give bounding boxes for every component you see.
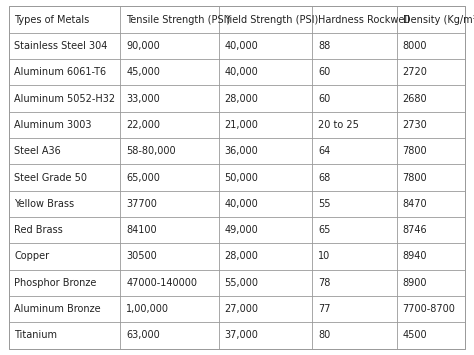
Text: 10: 10 [318, 251, 330, 262]
Text: 7800: 7800 [402, 173, 427, 182]
Text: 80: 80 [318, 331, 330, 340]
Text: 27,000: 27,000 [224, 304, 258, 314]
Text: 28,000: 28,000 [224, 93, 258, 104]
Text: 68: 68 [318, 173, 330, 182]
Text: Types of Metals: Types of Metals [14, 15, 90, 24]
Text: Aluminum Bronze: Aluminum Bronze [14, 304, 101, 314]
Text: Hardness Rockwell: Hardness Rockwell [318, 15, 410, 24]
Text: 8900: 8900 [402, 278, 427, 288]
Text: Tensile Strength (PSI): Tensile Strength (PSI) [126, 15, 230, 24]
Text: Density (Kg/m³): Density (Kg/m³) [402, 15, 474, 24]
Text: 36,000: 36,000 [224, 146, 258, 156]
Text: Steel A36: Steel A36 [14, 146, 61, 156]
Text: Yellow Brass: Yellow Brass [14, 199, 74, 209]
Text: 37700: 37700 [126, 199, 157, 209]
Text: 50,000: 50,000 [224, 173, 258, 182]
Text: Titanium: Titanium [14, 331, 57, 340]
Text: Aluminum 6061-T6: Aluminum 6061-T6 [14, 67, 106, 77]
Text: 8470: 8470 [402, 199, 427, 209]
Text: 64: 64 [318, 146, 330, 156]
Text: Phosphor Bronze: Phosphor Bronze [14, 278, 97, 288]
Text: Copper: Copper [14, 251, 49, 262]
Text: Aluminum 5052-H32: Aluminum 5052-H32 [14, 93, 115, 104]
Text: 33,000: 33,000 [126, 93, 160, 104]
Text: 2680: 2680 [402, 93, 427, 104]
Text: Yield Strength (PSI): Yield Strength (PSI) [224, 15, 319, 24]
Text: 2720: 2720 [402, 67, 428, 77]
Text: 8940: 8940 [402, 251, 427, 262]
Text: 65: 65 [318, 225, 330, 235]
Text: 7700-8700: 7700-8700 [402, 304, 456, 314]
Text: 40,000: 40,000 [224, 41, 258, 51]
Text: 40,000: 40,000 [224, 67, 258, 77]
Text: 65,000: 65,000 [126, 173, 160, 182]
Text: 8000: 8000 [402, 41, 427, 51]
Text: 58-80,000: 58-80,000 [126, 146, 176, 156]
Text: 49,000: 49,000 [224, 225, 258, 235]
Text: 77: 77 [318, 304, 330, 314]
Text: 20 to 25: 20 to 25 [318, 120, 359, 130]
Text: 4500: 4500 [402, 331, 427, 340]
Text: 1,00,000: 1,00,000 [126, 304, 169, 314]
Text: 88: 88 [318, 41, 330, 51]
Text: 60: 60 [318, 67, 330, 77]
Text: 8746: 8746 [402, 225, 427, 235]
Text: Steel Grade 50: Steel Grade 50 [14, 173, 87, 182]
Text: 55,000: 55,000 [224, 278, 258, 288]
Text: Aluminum 3003: Aluminum 3003 [14, 120, 92, 130]
Text: 22,000: 22,000 [126, 120, 160, 130]
Text: 55: 55 [318, 199, 330, 209]
Text: 28,000: 28,000 [224, 251, 258, 262]
Text: 60: 60 [318, 93, 330, 104]
Text: 2730: 2730 [402, 120, 428, 130]
Text: 21,000: 21,000 [224, 120, 258, 130]
Text: 30500: 30500 [126, 251, 157, 262]
Text: 45,000: 45,000 [126, 67, 160, 77]
Text: Red Brass: Red Brass [14, 225, 63, 235]
Text: Stainless Steel 304: Stainless Steel 304 [14, 41, 108, 51]
Text: 78: 78 [318, 278, 330, 288]
Text: 84100: 84100 [126, 225, 157, 235]
Text: 90,000: 90,000 [126, 41, 160, 51]
Text: 7800: 7800 [402, 146, 427, 156]
Text: 37,000: 37,000 [224, 331, 258, 340]
Text: 63,000: 63,000 [126, 331, 160, 340]
Text: 40,000: 40,000 [224, 199, 258, 209]
Text: 47000-140000: 47000-140000 [126, 278, 197, 288]
